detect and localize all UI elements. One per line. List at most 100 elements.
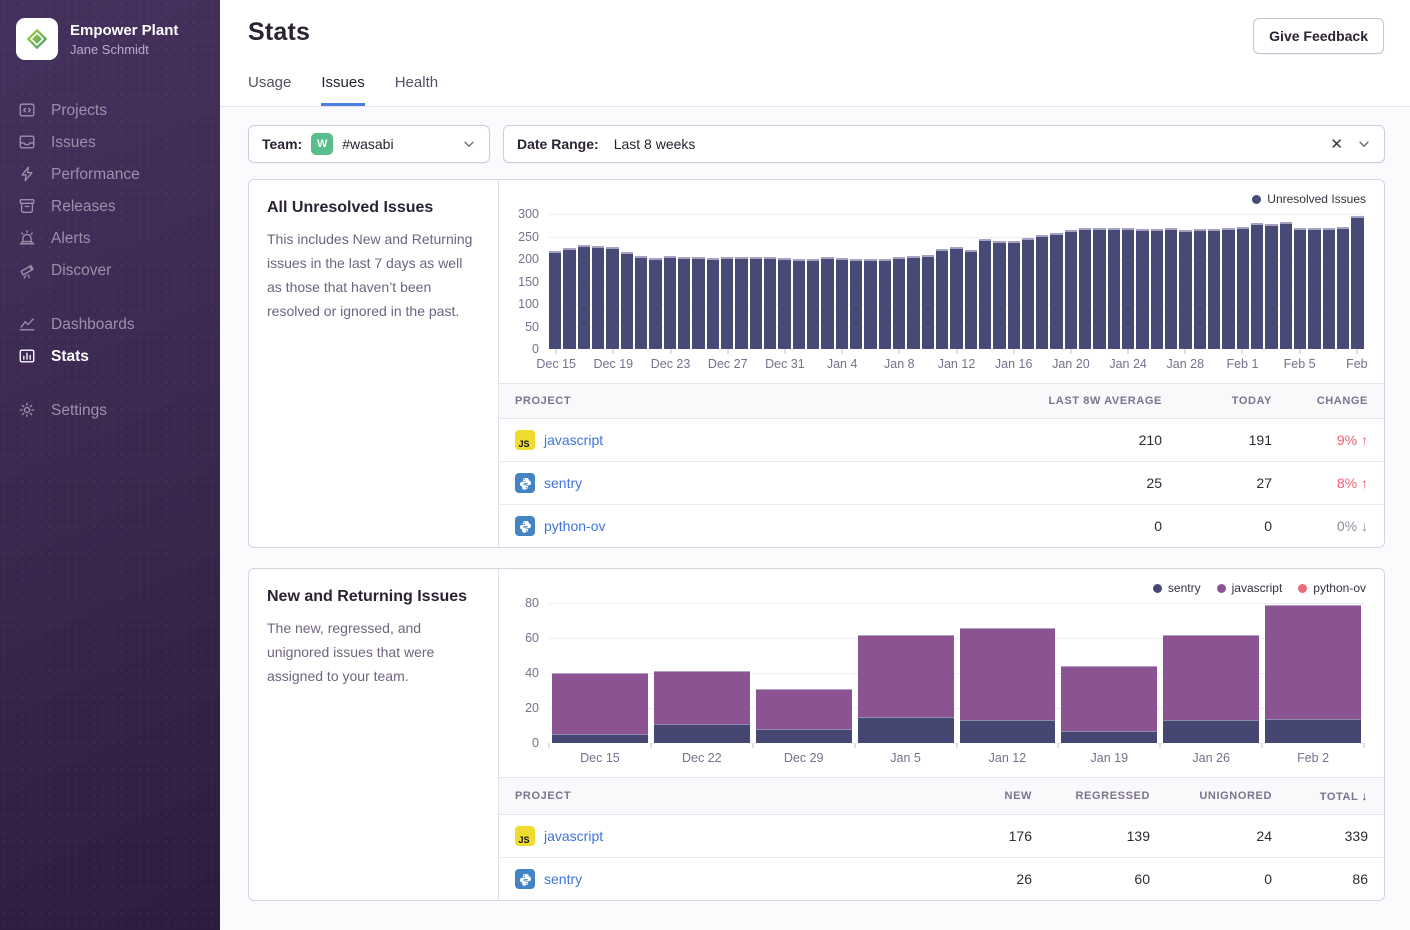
- table-header-total[interactable]: TOTAL↓: [1272, 778, 1368, 814]
- bar-unresolved-issues: [549, 251, 561, 349]
- project-link[interactable]: javascript: [544, 828, 603, 844]
- project-link[interactable]: sentry: [544, 475, 582, 491]
- y-axis-tick-label: 60: [507, 631, 539, 645]
- card-title: All Unresolved Issues: [267, 199, 480, 217]
- x-axis-tick: [549, 743, 550, 748]
- table-header-row: PROJECTLAST 8W AVERAGETODAYCHANGE: [499, 384, 1384, 419]
- bar-unresolved-issues: [664, 256, 676, 349]
- clear-icon[interactable]: ✕: [1330, 137, 1343, 152]
- bar-unresolved-issues: [979, 239, 991, 349]
- project-link[interactable]: sentry: [544, 871, 582, 887]
- date-range-label: Date Range:: [517, 136, 599, 152]
- x-axis-tick-label: Jan 20: [1052, 357, 1090, 371]
- javascript-project-icon: JS: [515, 826, 535, 846]
- project-cell: sentry: [515, 462, 962, 504]
- legend-item-javascript[interactable]: javascript: [1217, 581, 1283, 595]
- value-cell: 339: [1272, 817, 1368, 855]
- unresolved-issues-table: PROJECTLAST 8W AVERAGETODAYCHANGEJSjavas…: [499, 383, 1384, 547]
- project-link[interactable]: javascript: [544, 432, 603, 448]
- python-project-icon: [515, 473, 535, 493]
- bar-unresolved-issues: [563, 248, 575, 349]
- tab-issues[interactable]: Issues: [321, 74, 364, 106]
- table-header-new[interactable]: NEW: [920, 779, 1032, 813]
- table-header-project[interactable]: PROJECT: [515, 779, 920, 813]
- x-axis-tick: [1364, 743, 1365, 748]
- sidebar-item-discover[interactable]: Discover: [0, 254, 220, 286]
- x-axis-tick: [1013, 349, 1014, 354]
- change-cell: 8% ↑: [1272, 464, 1368, 502]
- x-axis-tick: [899, 349, 900, 354]
- project-cell: sentry: [515, 858, 920, 900]
- table-header-project[interactable]: PROJECT: [515, 384, 962, 418]
- sidebar-item-label: Performance: [51, 166, 140, 183]
- project-link[interactable]: python-ov: [544, 518, 605, 534]
- stacked-bar: [1061, 603, 1157, 743]
- bar-segment-javascript: [1061, 666, 1157, 731]
- org-switcher[interactable]: Empower Plant Jane Schmidt: [0, 0, 220, 68]
- x-axis-tick: [1058, 743, 1059, 748]
- x-axis-tick: [1356, 349, 1357, 354]
- sidebar-item-stats[interactable]: Stats: [0, 340, 220, 372]
- sidebar-item-settings[interactable]: Settings: [0, 394, 220, 426]
- org-name[interactable]: Empower Plant: [70, 21, 178, 40]
- discover-icon: [18, 261, 36, 279]
- bar-segment-javascript: [654, 671, 750, 724]
- bar-unresolved-issues: [936, 249, 948, 349]
- sidebar-item-label: Dashboards: [51, 316, 135, 333]
- sidebar-item-label: Issues: [51, 134, 96, 151]
- sidebar-item-dashboards[interactable]: Dashboards: [0, 308, 220, 340]
- bar-unresolved-issues: [1179, 230, 1191, 349]
- x-axis-tick: [1160, 743, 1161, 748]
- bar-segment-javascript: [552, 673, 648, 734]
- user-name: Jane Schmidt: [70, 42, 178, 57]
- bar-unresolved-issues: [621, 252, 633, 349]
- bar-unresolved-issues: [592, 246, 604, 350]
- stats-icon: [18, 347, 36, 365]
- bar-segment-javascript: [858, 635, 954, 717]
- bar-unresolved-issues: [1237, 227, 1249, 349]
- team-select[interactable]: Team: W #wasabi: [248, 125, 490, 163]
- x-axis-tick-label: Feb 2: [1297, 751, 1329, 765]
- value-cell: 0: [1150, 860, 1272, 898]
- x-axis-tick: [854, 743, 855, 748]
- sidebar-item-releases[interactable]: Releases: [0, 190, 220, 222]
- card-new-returning-issues: New and Returning Issues The new, regres…: [248, 568, 1385, 901]
- x-axis: Dec 15Dec 22Dec 29Jan 5Jan 12Jan 19Jan 2…: [549, 743, 1364, 771]
- table-header-change[interactable]: CHANGE: [1272, 384, 1368, 418]
- value-cell: 26: [920, 860, 1032, 898]
- legend-label: sentry: [1168, 581, 1201, 595]
- tab-usage[interactable]: Usage: [248, 74, 291, 106]
- sidebar-item-issues[interactable]: Issues: [0, 126, 220, 158]
- sidebar-item-alerts[interactable]: Alerts: [0, 222, 220, 254]
- x-axis-tick-label: Dec 22: [682, 751, 722, 765]
- date-range-select[interactable]: Date Range: Last 8 weeks ✕: [503, 125, 1385, 163]
- alerts-icon: [18, 229, 36, 247]
- give-feedback-button[interactable]: Give Feedback: [1253, 18, 1384, 54]
- sidebar-item-projects[interactable]: Projects: [0, 94, 220, 126]
- x-axis-tick-label: Dec 15: [580, 751, 620, 765]
- chart-plot-area: 050100150200250300: [549, 214, 1364, 349]
- date-range-value: Last 8 weeks: [614, 136, 696, 152]
- legend-item-unresolved-issues[interactable]: Unresolved Issues: [1252, 192, 1366, 206]
- python-logo-icon: [519, 477, 532, 490]
- tab-health[interactable]: Health: [395, 74, 438, 106]
- table-header-unignored[interactable]: UNIGNORED: [1150, 779, 1272, 813]
- x-axis-tick-label: Jan 5: [890, 751, 921, 765]
- x-axis-tick: [1299, 349, 1300, 354]
- table-header-last-8w-average[interactable]: LAST 8W AVERAGE: [962, 384, 1162, 418]
- sidebar-item-label: Stats: [51, 348, 89, 365]
- bar-unresolved-issues: [735, 257, 747, 349]
- org-logo[interactable]: [16, 18, 58, 60]
- releases-icon: [18, 197, 36, 215]
- legend-label: Unresolved Issues: [1267, 192, 1366, 206]
- x-axis-tick-label: Dec 27: [708, 357, 748, 371]
- legend-item-python-ov[interactable]: python-ov: [1298, 581, 1366, 595]
- page-title: Stats: [248, 18, 310, 47]
- table-header-regressed[interactable]: REGRESSED: [1032, 779, 1150, 813]
- y-axis-tick-label: 250: [507, 230, 539, 244]
- table-header-today[interactable]: TODAY: [1162, 384, 1272, 418]
- stacked-bar: [858, 603, 954, 743]
- legend-item-sentry[interactable]: sentry: [1153, 581, 1201, 595]
- sidebar-item-performance[interactable]: Performance: [0, 158, 220, 190]
- bar-unresolved-issues: [1122, 228, 1134, 349]
